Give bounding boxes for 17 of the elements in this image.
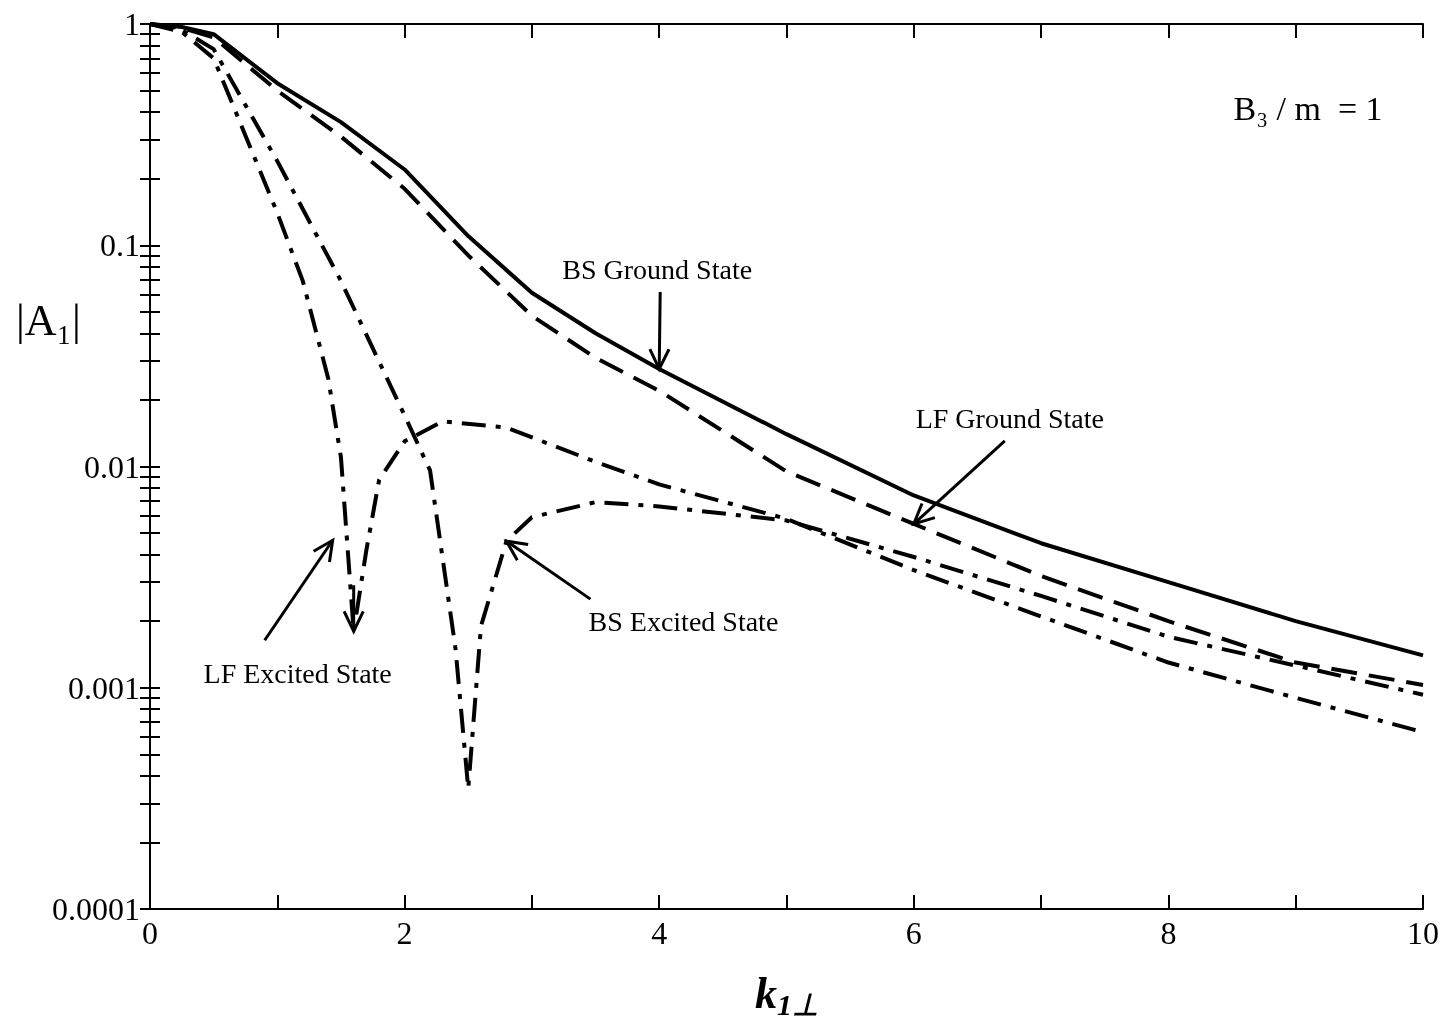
x-tick-label: 8 [1160,915,1177,951]
x-tick-label: 10 [1407,915,1439,951]
x-tick-label: 6 [905,915,922,951]
x-tick-label: 2 [396,915,413,951]
y-axis-title: |A₁| [16,295,81,345]
y-tick-label: 0.0001 [52,891,140,927]
y-tick-label: 1 [124,6,140,42]
annotation: B₃ / m = 1 [1233,89,1383,127]
x-tick-label: 4 [651,915,668,951]
y-tick-label: 0.1 [100,227,140,264]
y-tick-label: 0.01 [84,448,140,485]
annotation: LF Ground State [915,403,1104,435]
x-tick-label: 0 [142,915,158,951]
annotation: BS Ground State [562,254,753,286]
y-tick-label: 0.001 [68,669,140,706]
annotation: LF Excited State [203,657,392,689]
annotation: BS Excited State [588,605,779,637]
